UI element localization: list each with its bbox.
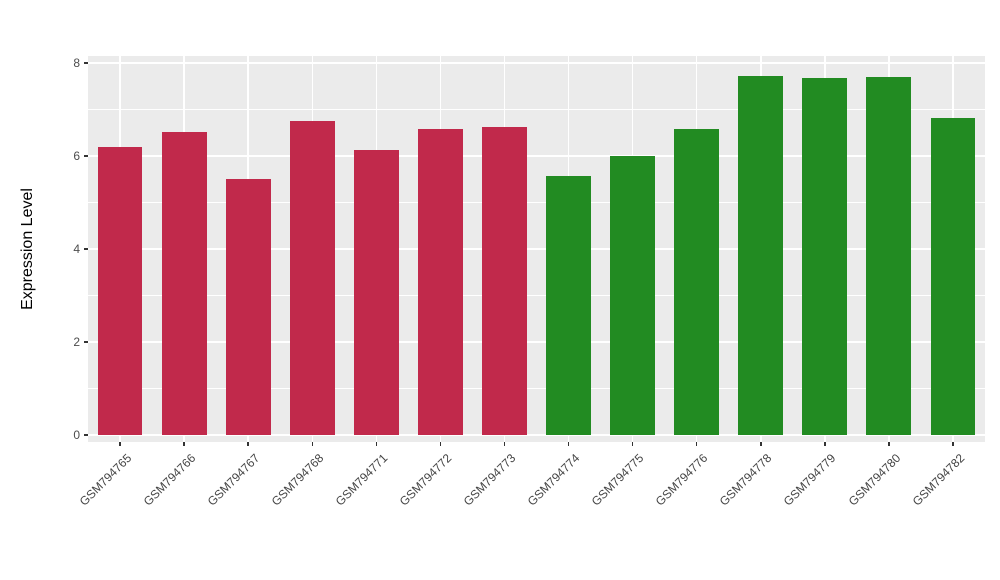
y-tick-label: 8 — [73, 55, 80, 70]
x-tick-mark — [247, 442, 249, 446]
bar-GSM794765 — [97, 146, 143, 435]
bar-GSM794778 — [738, 75, 784, 435]
x-tick-mark — [375, 442, 378, 446]
x-tick-mark — [183, 442, 185, 446]
y-tick-mark — [84, 155, 88, 157]
y-axis-title: Expression Level — [19, 188, 36, 310]
x-tick-mark — [824, 442, 826, 446]
x-tick-mark — [119, 442, 121, 446]
gridline-minor — [88, 201, 985, 203]
x-tick-mark — [631, 442, 634, 446]
x-tick-mark — [503, 442, 506, 446]
x-tick-mark — [695, 442, 698, 446]
bar-GSM794773 — [482, 127, 527, 435]
y-tick-mark — [84, 434, 88, 436]
bar-GSM794776 — [674, 129, 720, 435]
bar-GSM794767 — [225, 179, 271, 436]
y-tick-label: 0 — [73, 428, 80, 443]
gridline-minor — [88, 388, 985, 390]
x-tick-mark — [567, 442, 570, 446]
plot-panel — [88, 56, 985, 442]
y-tick-mark — [84, 62, 88, 64]
x-tick-mark — [952, 442, 954, 446]
bar-GSM794774 — [546, 175, 591, 436]
y-tick-mark — [84, 248, 88, 250]
x-tick-mark — [439, 442, 442, 446]
y-tick-label: 6 — [73, 148, 80, 163]
x-tick-mark — [311, 442, 313, 446]
x-tick-mark — [760, 442, 762, 446]
gridline-minor — [88, 295, 985, 296]
gridline-major — [88, 434, 985, 437]
bar-GSM794779 — [802, 78, 848, 435]
bar-GSM794780 — [866, 76, 912, 436]
bar-GSM794775 — [610, 155, 656, 436]
y-tick-label: 2 — [73, 335, 80, 349]
gridline-minor — [88, 108, 985, 110]
bar-GSM794768 — [289, 121, 335, 435]
bar-GSM794766 — [161, 131, 207, 436]
y-tick-label: 4 — [73, 242, 80, 256]
bar-GSM794771 — [353, 150, 399, 436]
gridline-major — [88, 341, 985, 343]
x-tick-mark — [888, 442, 890, 446]
gridline-major — [88, 61, 985, 64]
bar-GSM794782 — [930, 117, 976, 435]
y-tick-mark — [84, 341, 88, 343]
gridline-major — [88, 248, 985, 250]
gridline-major — [88, 154, 985, 157]
bar-GSM794772 — [417, 129, 463, 435]
